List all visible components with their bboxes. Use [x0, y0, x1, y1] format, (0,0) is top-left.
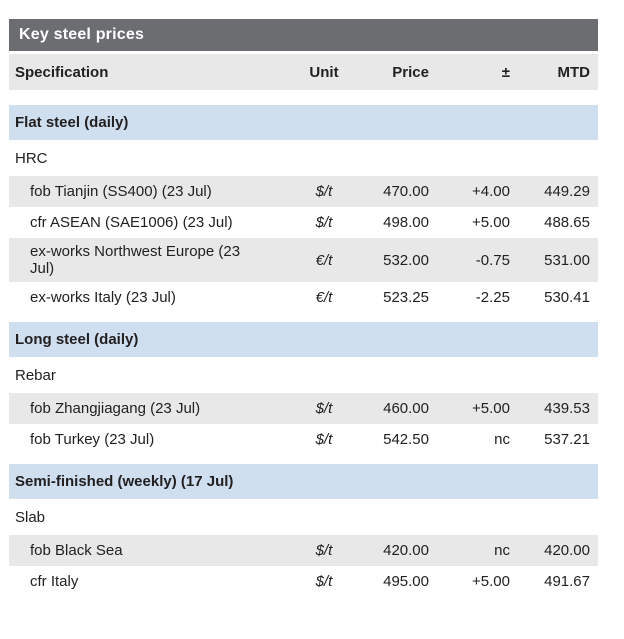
section-header-label: Semi-finished (weekly) (17 Jul) [15, 473, 234, 490]
price-section: Semi-finished (weekly) (17 Jul) Slab fob… [9, 464, 598, 597]
row-change: -0.75 [475, 251, 510, 269]
product-group-row: Rebar [9, 357, 598, 393]
column-header-specification: Specification [15, 63, 109, 81]
row-mtd: 537.21 [544, 431, 590, 448]
price-row: fob Turkey (23 Jul) $/t 542.50 nc 537.21 [9, 424, 598, 455]
row-unit: $/t [315, 400, 333, 417]
table-body: Flat steel (daily) HRC fob Tianjin (SS40… [9, 105, 598, 597]
row-mtd: 530.41 [544, 289, 590, 306]
row-mtd: 531.00 [544, 251, 590, 269]
row-price: 523.25 [383, 289, 429, 306]
table-title: Key steel prices [19, 26, 145, 43]
row-mtd: 449.29 [544, 183, 590, 200]
row-price: 542.50 [383, 431, 429, 448]
section-header-bar: Flat steel (daily) [9, 105, 598, 140]
price-row: ex-works Northwest Europe (23 Jul) €/t 5… [9, 238, 598, 282]
row-price: 498.00 [383, 214, 429, 231]
row-specification: fob Black Sea [30, 542, 123, 559]
row-specification: fob Tianjin (SS400) (23 Jul) [30, 183, 212, 200]
column-header-unit: Unit [309, 63, 339, 81]
row-specification: fob Zhangjiagang (23 Jul) [30, 400, 201, 417]
section-header-label: Flat steel (daily) [15, 114, 129, 131]
row-change: nc [494, 542, 510, 559]
row-change: +5.00 [472, 214, 510, 231]
row-specification: ex-works Northwest Europe (23 Jul) [30, 243, 241, 277]
section-header-bar: Semi-finished (weekly) (17 Jul) [9, 464, 598, 499]
price-row: cfr Italy $/t 495.00 +5.00 491.67 [9, 566, 598, 597]
column-header-mtd: MTD [557, 63, 591, 81]
row-mtd: 488.65 [544, 214, 590, 231]
column-header-change: ± [501, 63, 510, 81]
product-group-row: HRC [9, 140, 598, 176]
row-price: 460.00 [383, 400, 429, 417]
row-mtd: 491.67 [544, 573, 590, 590]
row-price: 470.00 [383, 183, 429, 200]
row-mtd: 420.00 [544, 542, 590, 559]
row-specification: fob Turkey (23 Jul) [30, 431, 155, 448]
table-title-bar: Key steel prices [9, 19, 598, 51]
price-row: ex-works Italy (23 Jul) €/t 523.25 -2.25… [9, 282, 598, 313]
row-specification: ex-works Italy (23 Jul) [30, 289, 176, 306]
row-change: +5.00 [472, 400, 510, 417]
row-unit: $/t [315, 183, 333, 200]
section-header-bar: Long steel (daily) [9, 322, 598, 357]
row-price: 495.00 [383, 573, 429, 590]
row-specification: cfr ASEAN (SAE1006) (23 Jul) [30, 214, 233, 231]
price-row: fob Tianjin (SS400) (23 Jul) $/t 470.00 … [9, 176, 598, 207]
row-unit: €/t [315, 289, 333, 306]
row-unit: $/t [315, 542, 333, 559]
row-change: +5.00 [472, 573, 510, 590]
price-section: Long steel (daily) Rebar fob Zhangjiagan… [9, 322, 598, 455]
row-price: 532.00 [383, 251, 429, 269]
price-row: cfr ASEAN (SAE1006) (23 Jul) $/t 498.00 … [9, 207, 598, 238]
key-steel-prices-table: Key steel prices Specification Unit Pric… [9, 19, 598, 597]
section-header-label: Long steel (daily) [15, 331, 139, 348]
price-row: fob Zhangjiagang (23 Jul) $/t 460.00 +5.… [9, 393, 598, 424]
row-change: +4.00 [472, 183, 510, 200]
row-unit: $/t [315, 214, 333, 231]
row-price: 420.00 [383, 542, 429, 559]
column-header-row: Specification Unit Price ± MTD [9, 54, 598, 90]
row-change: nc [494, 431, 510, 448]
product-group-label: Slab [15, 508, 46, 526]
product-group-label: Rebar [15, 366, 56, 384]
row-mtd: 439.53 [544, 400, 590, 417]
price-row: fob Black Sea $/t 420.00 nc 420.00 [9, 535, 598, 566]
row-unit: $/t [315, 573, 333, 590]
row-unit: €/t [315, 251, 333, 269]
price-section: Flat steel (daily) HRC fob Tianjin (SS40… [9, 105, 598, 313]
row-change: -2.25 [475, 289, 510, 306]
row-specification: cfr Italy [30, 573, 79, 590]
product-group-label: HRC [15, 149, 48, 167]
product-group-row: Slab [9, 499, 598, 535]
row-unit: $/t [315, 431, 333, 448]
column-header-price: Price [392, 63, 429, 81]
